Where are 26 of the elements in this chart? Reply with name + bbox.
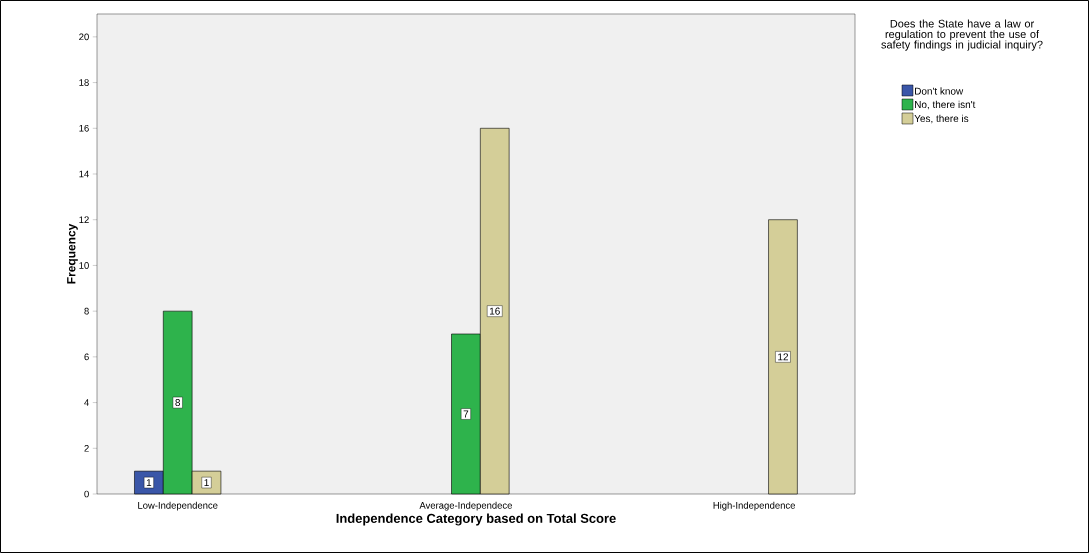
y-tick-label: 16 <box>79 124 89 132</box>
data-label: 1 <box>146 479 152 486</box>
data-label: 1 <box>204 479 209 486</box>
y-tick-label: 18 <box>79 79 89 86</box>
data-label: 8 <box>175 399 181 407</box>
y-tick-label: 0 <box>84 490 89 498</box>
x-axis-title: Independence Category based on Total Score <box>336 513 616 526</box>
x-tick-label: Average-Independece <box>419 501 512 511</box>
data-label: 12 <box>778 353 788 361</box>
y-tick-label: 20 <box>79 33 89 41</box>
y-tick-label: 14 <box>79 170 89 178</box>
legend-title: Does the State have a law or regulation to prevent the use of safety findings in judicial inquiry? <box>881 19 1043 51</box>
y-tick-label: 2 <box>84 444 89 452</box>
y-tick-label: 10 <box>79 262 89 269</box>
data-label: 7 <box>463 410 469 418</box>
y-tick-label: 12 <box>79 216 89 224</box>
y-tick-label: 4 <box>84 399 89 406</box>
y-tick-label: 6 <box>84 353 89 361</box>
x-tick-label: High-Independence <box>713 501 795 511</box>
y-tick-label: 8 <box>84 307 89 315</box>
legend-label: No, there isn't <box>915 100 976 110</box>
data-label: 16 <box>489 307 500 315</box>
legend-label: Don't know <box>915 87 964 95</box>
legend-label: Yes, there is <box>914 114 969 124</box>
x-tick-label: Low-Independence <box>138 501 218 511</box>
y-axis-title: Frequency <box>67 223 78 284</box>
